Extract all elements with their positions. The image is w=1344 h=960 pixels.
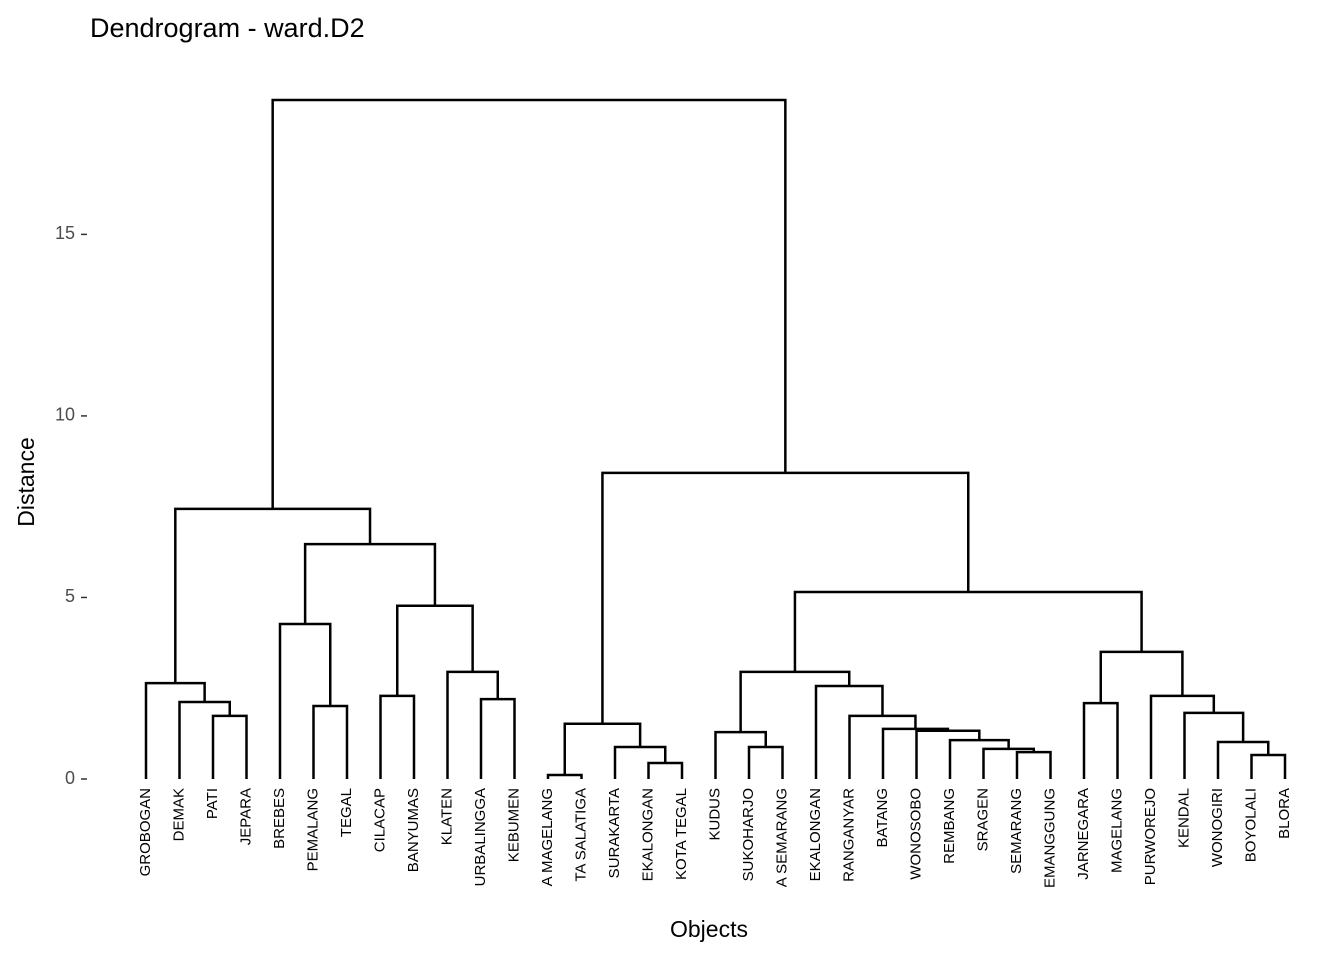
leaf-label: TA SALATIGA	[572, 788, 589, 882]
leaf-label: EMANGGUNG	[1041, 788, 1058, 888]
merge-bracket	[1250, 753, 1287, 779]
leaf-label: PEMALANG	[304, 788, 321, 871]
leaf-label: WONOSOBO	[907, 788, 924, 880]
y-tick-label: 10	[55, 405, 75, 425]
leaf-label: BANYUMAS	[405, 788, 422, 872]
merge-bracket	[144, 681, 206, 779]
chart-title: Dendrogram - ward.D2	[90, 13, 365, 43]
leaf-label: PATI	[204, 788, 221, 819]
leaf-label: BOYOLALI	[1242, 788, 1259, 862]
merge-bracket	[1015, 750, 1052, 779]
merge-bracket	[747, 745, 784, 779]
merge-bracket	[1216, 740, 1270, 779]
merge-bracket	[601, 471, 970, 724]
leaf-label: BATANG	[874, 788, 891, 847]
merge-bracket	[915, 729, 981, 779]
leaf-label: GROBOGAN	[137, 788, 154, 876]
leaf-label: DEMAK	[170, 788, 187, 841]
merge-bracket	[271, 98, 787, 509]
leaf-label: WONOGIRI	[1209, 788, 1226, 867]
leaf-label: RANGANYAR	[840, 788, 857, 882]
leaf-label: KOTA TEGAL	[673, 788, 690, 880]
x-axis-label: Objects	[670, 916, 748, 942]
leaf-label: A MAGELANG	[539, 788, 556, 886]
leaf-label: A SEMARANG	[773, 788, 790, 887]
y-tick-label: 5	[65, 586, 75, 606]
merge-bracket	[647, 761, 684, 779]
merge-bracket	[278, 622, 332, 779]
leaf-label: SURAKARTA	[606, 788, 623, 878]
y-tick-label: 15	[55, 223, 75, 243]
leaf-label: EKALONGAN	[639, 788, 656, 881]
leaf-label: URBALINGGA	[472, 788, 489, 886]
leaf-label: JEPARA	[237, 788, 254, 845]
leaf-label: JARNEGARA	[1075, 788, 1092, 880]
merge-bracket	[312, 704, 349, 779]
y-tick-label: 0	[65, 768, 75, 788]
merge-bracket	[446, 670, 499, 779]
y-axis-label: Distance	[13, 437, 39, 526]
leaf-label: BLORA	[1276, 788, 1293, 839]
merge-bracket	[1082, 701, 1119, 779]
merge-bracket	[379, 694, 416, 779]
leaf-label: KENDAL	[1175, 788, 1192, 848]
leaf-label: MAGELANG	[1108, 788, 1125, 873]
leaf-label: SUKOHARJO	[740, 788, 757, 881]
leaf-label: EKALONGAN	[807, 788, 824, 881]
merge-bracket	[714, 730, 767, 779]
leaf-label: SRAGEN	[974, 788, 991, 851]
leaf-label: SEMARANG	[1008, 788, 1025, 874]
merge-bracket	[793, 590, 1143, 672]
merge-bracket	[303, 542, 437, 624]
leaf-label: PURWOREJO	[1142, 788, 1159, 885]
merge-bracket	[982, 747, 1035, 779]
leaf-label: BREBES	[271, 788, 288, 849]
leaf-label: KEBUMEN	[505, 788, 522, 862]
merge-bracket	[1183, 711, 1245, 779]
leaf-label: TEGAL	[338, 788, 355, 837]
leaf-label: REMBANG	[941, 788, 958, 864]
merge-bracket	[396, 604, 474, 696]
merge-bracket	[211, 714, 248, 779]
merge-bracket	[174, 507, 372, 684]
leaf-label: CILACAP	[371, 788, 388, 852]
merge-bracket	[948, 738, 1010, 779]
leaf-label: KUDUS	[706, 788, 723, 841]
leaf-label: KLATEN	[438, 788, 455, 845]
merge-bracket	[563, 722, 642, 776]
merge-bracket	[848, 714, 917, 779]
merge-bracket	[479, 697, 516, 779]
merge-bracket	[178, 700, 231, 779]
merge-bracket	[739, 670, 851, 733]
merge-bracket	[1149, 694, 1216, 779]
merge-bracket	[546, 773, 583, 779]
